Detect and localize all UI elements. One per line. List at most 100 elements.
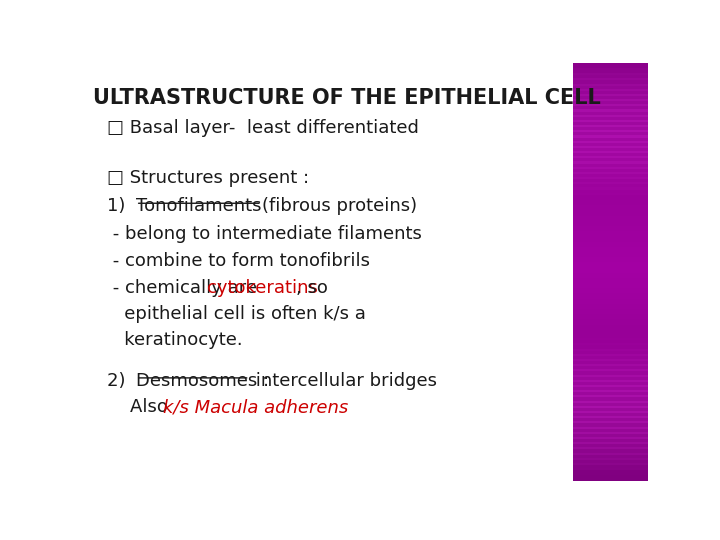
Bar	[572, 151, 648, 158]
Bar	[572, 416, 648, 423]
Bar	[572, 385, 648, 392]
Text: Also: Also	[107, 399, 174, 416]
Bar	[572, 177, 648, 184]
Bar	[572, 458, 648, 465]
Bar	[572, 146, 648, 153]
Bar	[572, 187, 648, 195]
Bar	[572, 302, 648, 309]
Bar	[572, 89, 648, 96]
Bar	[572, 183, 648, 190]
Bar	[572, 94, 648, 101]
Bar	[572, 63, 648, 70]
Bar	[572, 125, 648, 132]
Bar	[572, 474, 648, 481]
Text: keratinocyte.: keratinocyte.	[107, 331, 243, 349]
Text: Tonofilaments: Tonofilaments	[136, 197, 267, 215]
Text: epithelial cell is often k/s a: epithelial cell is often k/s a	[107, 305, 366, 323]
Bar	[572, 193, 648, 200]
Bar	[572, 156, 648, 164]
Bar	[572, 349, 648, 356]
Text: cytokeratins: cytokeratins	[207, 279, 318, 297]
Bar	[572, 359, 648, 366]
Text: intercellular bridges: intercellular bridges	[250, 372, 436, 390]
Text: □ Structures present :: □ Structures present :	[107, 168, 309, 187]
Bar	[572, 432, 648, 439]
Bar	[572, 406, 648, 413]
Bar	[572, 255, 648, 262]
Text: (fibrous proteins): (fibrous proteins)	[262, 197, 417, 215]
Bar	[572, 78, 648, 85]
Bar	[572, 120, 648, 127]
Bar	[572, 375, 648, 382]
Bar	[572, 437, 648, 444]
Bar	[572, 99, 648, 106]
Bar	[572, 84, 648, 91]
Bar	[572, 416, 648, 423]
Bar	[572, 411, 648, 418]
Text: - combine to form tonofibrils: - combine to form tonofibrils	[107, 252, 370, 270]
Bar	[572, 453, 648, 460]
Bar	[572, 271, 648, 278]
Bar	[572, 338, 648, 346]
Bar	[572, 401, 648, 408]
Bar	[572, 120, 648, 127]
Text: ULTRASTRUCTURE OF THE EPITHELIAL CELL: ULTRASTRUCTURE OF THE EPITHELIAL CELL	[93, 87, 600, 107]
Bar	[572, 453, 648, 460]
Bar	[572, 468, 648, 475]
Bar	[572, 161, 648, 168]
Bar	[572, 442, 648, 449]
Bar	[572, 266, 648, 273]
Bar	[572, 281, 648, 288]
Bar	[572, 432, 648, 439]
Bar	[572, 369, 648, 377]
Text: - chemically are: - chemically are	[107, 279, 263, 297]
Bar	[572, 213, 648, 221]
Bar	[572, 364, 648, 372]
Bar	[572, 338, 648, 346]
Bar	[572, 380, 648, 387]
Bar	[572, 468, 648, 475]
Bar	[572, 151, 648, 158]
Bar	[572, 78, 648, 85]
Bar	[572, 198, 648, 205]
Bar	[572, 328, 648, 335]
Bar	[572, 245, 648, 252]
Bar	[572, 354, 648, 361]
Bar	[572, 333, 648, 340]
Text: , so: , so	[297, 279, 328, 297]
Bar	[572, 312, 648, 320]
Bar	[572, 177, 648, 184]
Bar	[572, 104, 648, 112]
Bar	[572, 390, 648, 397]
Bar	[572, 437, 648, 444]
Bar	[572, 110, 648, 117]
Text: 1): 1)	[107, 197, 137, 215]
Text: k/s Macula adherens: k/s Macula adherens	[163, 399, 348, 416]
Bar	[572, 442, 648, 449]
Bar	[572, 68, 648, 75]
Bar	[572, 146, 648, 153]
Bar	[572, 380, 648, 387]
Bar	[572, 104, 648, 112]
Bar	[572, 229, 648, 237]
Bar	[572, 224, 648, 231]
Bar	[572, 239, 648, 247]
Bar	[572, 354, 648, 361]
Text: Desmosomes :: Desmosomes :	[136, 372, 269, 390]
Bar	[572, 68, 648, 75]
Bar	[572, 343, 648, 350]
Bar	[572, 203, 648, 210]
Bar	[572, 395, 648, 403]
Bar	[572, 318, 648, 325]
Bar	[572, 463, 648, 470]
Bar	[572, 172, 648, 179]
Bar	[572, 390, 648, 397]
Bar	[572, 395, 648, 403]
Bar	[572, 427, 648, 434]
Bar	[572, 406, 648, 413]
Bar	[572, 84, 648, 91]
Bar	[572, 167, 648, 174]
Bar	[572, 125, 648, 132]
Bar	[572, 458, 648, 465]
Bar	[572, 385, 648, 392]
